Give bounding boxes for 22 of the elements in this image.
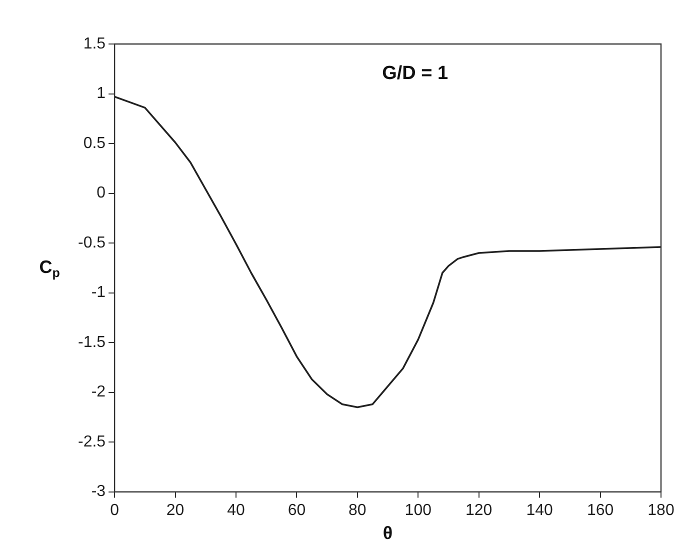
x-tick-label: 80	[348, 502, 366, 519]
x-tick-label: 180	[648, 502, 674, 519]
annotation: G/D = 1	[382, 63, 449, 84]
x-tick-label: 40	[227, 502, 245, 519]
y-tick-label: 0.5	[83, 134, 106, 152]
y-tick-label: -1.5	[78, 334, 106, 351]
x-axis-title: θ	[382, 522, 393, 543]
y-tick-label: -2.5	[78, 433, 106, 450]
x-tick-label: 60	[288, 502, 306, 519]
x-tick-label: 0	[110, 502, 120, 519]
x-tick-label: 140	[526, 502, 554, 519]
y-tick-label: 1.5	[83, 35, 106, 52]
y-tick-label: -3	[91, 483, 106, 500]
y-tick-label: -0.5	[78, 234, 106, 252]
y-tick-label: 1	[96, 85, 106, 102]
x-tick-label: 160	[586, 502, 614, 519]
x-tick-label: 20	[166, 502, 184, 519]
y-tick-label: 0	[96, 184, 106, 202]
y-tick-label: -1	[91, 284, 106, 302]
x-tick-label: 120	[466, 502, 492, 519]
y-tick-label: -2	[91, 384, 106, 401]
x-tick-label: 100	[404, 502, 432, 519]
